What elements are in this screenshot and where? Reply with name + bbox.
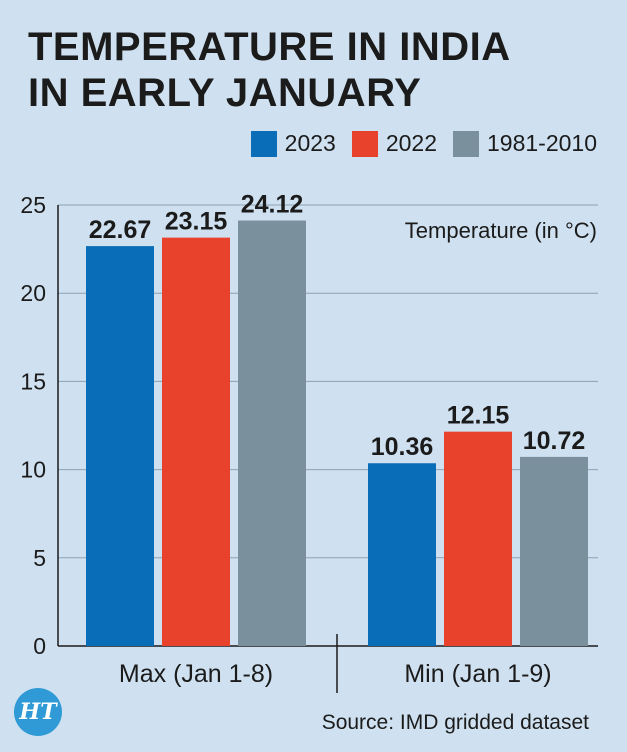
bar-2023-max — [86, 246, 154, 646]
chart-title: TEMPERATURE IN INDIA IN EARLY JANUARY — [28, 24, 511, 116]
legend-swatch-2022 — [351, 130, 378, 157]
data-label-1981-2010-max: 24.12 — [241, 191, 304, 219]
legend-item-2022: 2022 — [351, 130, 437, 157]
y-tick-label-10: 10 — [20, 457, 46, 483]
bar-2022-max — [162, 237, 230, 646]
legend-item-1981-2010: 1981-2010 — [453, 130, 597, 157]
data-label-2022-max: 23.15 — [165, 208, 228, 236]
chart-title-line-2: IN EARLY JANUARY — [28, 71, 422, 115]
data-label-2023-min: 10.36 — [371, 433, 434, 461]
legend-item-2023: 2023 — [250, 130, 336, 157]
source-note: Source: IMD gridded dataset — [321, 711, 589, 734]
chart-legend: 2023 2022 1981-2010 — [250, 130, 597, 157]
ht-logo-text: HT — [19, 699, 57, 725]
y-axis-label: Temperature (in °C) — [405, 218, 597, 243]
data-label-1981-2010-min: 10.72 — [523, 427, 586, 455]
y-tick-label-15: 15 — [20, 368, 46, 394]
x-category-label-min: Min (Jan 1-9) — [404, 660, 551, 688]
legend-label-2023: 2023 — [284, 130, 336, 156]
data-label-2023-max: 22.67 — [89, 216, 152, 244]
bar-2022-min — [444, 431, 512, 646]
y-tick-label-0: 0 — [33, 633, 46, 659]
ht-logo: HT — [14, 688, 62, 736]
bar-1981-2010-min — [520, 456, 588, 646]
legend-label-1981-2010: 1981-2010 — [487, 130, 597, 156]
y-tick-label-20: 20 — [20, 280, 46, 306]
chart-title-line-1: TEMPERATURE IN INDIA — [28, 25, 511, 69]
legend-label-2022: 2022 — [385, 130, 437, 156]
legend-swatch-2023 — [250, 130, 277, 157]
y-tick-label-25: 25 — [20, 192, 46, 218]
y-tick-label-5: 5 — [33, 545, 46, 571]
data-label-2022-min: 12.15 — [447, 402, 510, 430]
legend-swatch-1981-2010 — [453, 130, 479, 157]
bar-1981-2010-max — [238, 220, 306, 646]
x-category-label-max: Max (Jan 1-8) — [119, 660, 273, 688]
bar-2023-min — [368, 463, 436, 646]
